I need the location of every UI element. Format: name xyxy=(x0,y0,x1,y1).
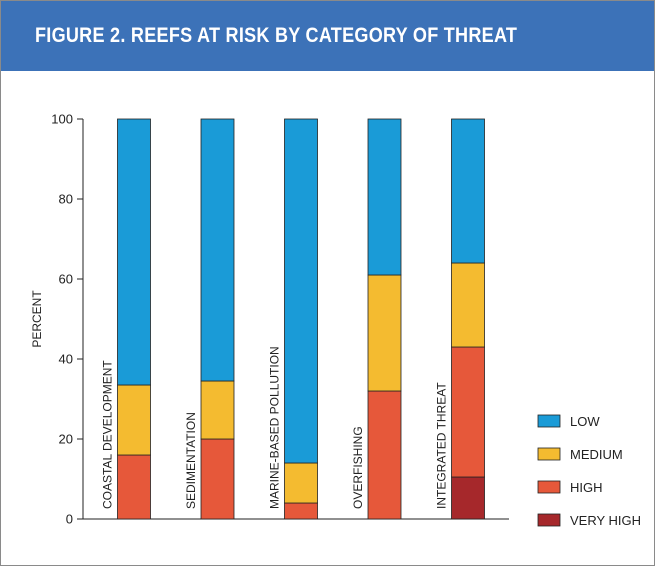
legend-swatch xyxy=(537,414,561,428)
category-label: SEDIMENTATION xyxy=(184,412,198,509)
bar-segment-medium xyxy=(117,384,151,456)
y-tick-label: 60 xyxy=(59,272,73,287)
y-axis-label: PERCENT xyxy=(30,290,44,348)
bar-segment-low xyxy=(451,118,485,264)
category-label: INTEGRATED THREAT xyxy=(435,382,449,509)
figure-title: FIGURE 2. REEFS AT RISK BY CATEGORY OF T… xyxy=(35,24,518,47)
category-label: MARINE-BASED POLLUTION xyxy=(268,346,282,509)
bar-segment-medium xyxy=(367,274,402,392)
bar-segment-high xyxy=(451,346,485,478)
legend-label: LOW xyxy=(570,414,600,429)
bar-segment-low xyxy=(200,118,235,382)
stacked-bar-chart: 0 20 40 60 80 100 PERCENT COASTAL DEVELOPMENT SE… xyxy=(30,112,641,529)
bar-segment-medium xyxy=(200,380,235,440)
bar-segment-low xyxy=(367,118,402,276)
legend-swatch xyxy=(537,480,561,494)
y-tick-label: 100 xyxy=(51,112,73,127)
y-tick-label: 80 xyxy=(59,192,73,207)
bar-segment-high xyxy=(117,454,151,520)
legend-label: HIGH xyxy=(570,480,603,495)
bar-segment-medium xyxy=(284,462,318,504)
bar-segment-high xyxy=(367,390,402,520)
bar-segment-very-high xyxy=(451,476,485,520)
bar-segment-low xyxy=(284,118,318,464)
bar-segment-high xyxy=(200,438,235,520)
category-label: COASTAL DEVELOPMENT xyxy=(101,360,115,509)
legend-swatch xyxy=(537,447,561,461)
bar-segment-medium xyxy=(451,262,485,348)
y-tick-label: 40 xyxy=(59,352,73,367)
y-tick-label: 0 xyxy=(66,512,73,527)
legend-label: MEDIUM xyxy=(570,447,623,462)
legend-swatch xyxy=(537,513,561,527)
legend-label: VERY HIGH xyxy=(570,513,641,528)
bar-segment-low xyxy=(117,118,151,386)
y-tick-label: 20 xyxy=(59,432,73,447)
figure-header: FIGURE 2. REEFS AT RISK BY CATEGORY OF T… xyxy=(1,1,654,71)
bar-segment-high xyxy=(284,502,318,520)
category-label: OVERFISHING xyxy=(351,426,365,509)
